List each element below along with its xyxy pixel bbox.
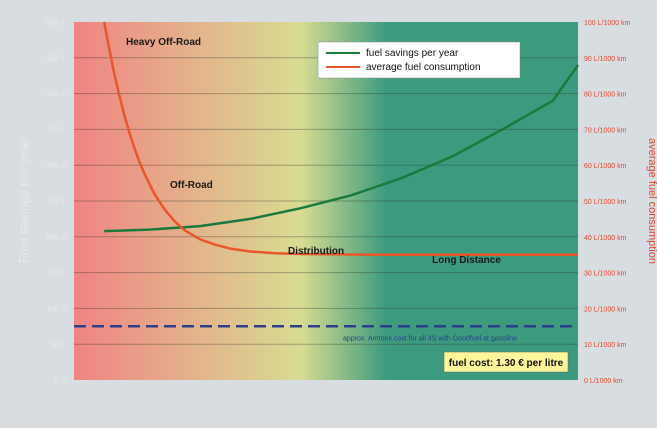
y-right-tick-label: 20 L/1000 km xyxy=(584,306,627,313)
y-right-tick-label: 30 L/1000 km xyxy=(584,271,627,278)
region-label: Distribution xyxy=(288,246,344,257)
y-right-tick-label: 90 L/1000 km xyxy=(584,56,627,63)
legend-label-savings: fuel savings per year xyxy=(366,48,459,59)
y-axis-left-label: Fuel savings per year xyxy=(16,138,31,263)
y-left-tick-label: 200 € xyxy=(46,233,67,242)
region-label: Off-Road xyxy=(170,180,213,191)
y-left-tick-label: 300 € xyxy=(46,161,67,170)
fuel-cost-note: fuel cost: 1.30 € per litre xyxy=(443,351,569,373)
legend: fuel savings per year average fuel consu… xyxy=(317,41,521,79)
y-left-tick-label: 250 € xyxy=(46,197,67,206)
y-left-tick-label: 400 € xyxy=(46,90,67,99)
legend-box xyxy=(317,41,521,79)
fuel-cost-note-box xyxy=(443,351,569,373)
y-left-tick-label: 0 € xyxy=(55,376,67,385)
reference-line-label: approx. Antronx cost for all 4S with Goo… xyxy=(343,335,517,342)
right-axis-ticks: 0 L/1000 km 10 L/1000 km 20 L/1000 km 30 L/… xyxy=(584,20,630,385)
y-right-tick-label: 70 L/1000 km xyxy=(584,127,627,134)
y-left-tick-label: 50 € xyxy=(50,340,66,349)
y-right-tick-label: 0 L/1000 km xyxy=(584,378,623,385)
y-right-tick-label: 50 L/1000 km xyxy=(584,199,627,206)
y-right-tick-label: 60 L/1000 km xyxy=(584,163,627,170)
fuel-cost-note-text: fuel cost: 1.30 € per litre xyxy=(449,358,564,369)
reference-line-group: approx. Antronx cost for all 4S with Goo… xyxy=(74,325,578,342)
region-label: Long Distance xyxy=(432,255,501,266)
legend-label-consumption: average fuel consumption xyxy=(366,62,481,73)
region-labels: Heavy Off-Road Off-Road Distribution Long D… xyxy=(126,37,501,266)
left-axis-ticks: 0 € 50 € 100 € 150 € 200 € 250 € 300 € 350 € 400… xyxy=(46,18,67,385)
y-left-tick-label: 450 € xyxy=(46,54,67,63)
y-left-tick-label: 500 € xyxy=(46,18,67,27)
y-left-tick-label: 150 € xyxy=(46,269,67,278)
series-lines xyxy=(102,21,580,256)
consumption-line xyxy=(102,21,578,256)
y-left-tick-label: 100 € xyxy=(46,304,67,313)
y-right-tick-label: 80 L/1000 km xyxy=(584,92,627,99)
y-left-tick-label: 350 € xyxy=(46,125,67,134)
y-right-tick-label: 10 L/1000 km xyxy=(584,342,627,349)
y-axis-right-label: average fuel consumption xyxy=(646,138,657,264)
y-right-tick-label: 100 L/1000 km xyxy=(584,20,630,27)
region-label: Heavy Off-Road xyxy=(126,37,201,48)
y-right-tick-label: 40 L/1000 km xyxy=(584,235,627,242)
